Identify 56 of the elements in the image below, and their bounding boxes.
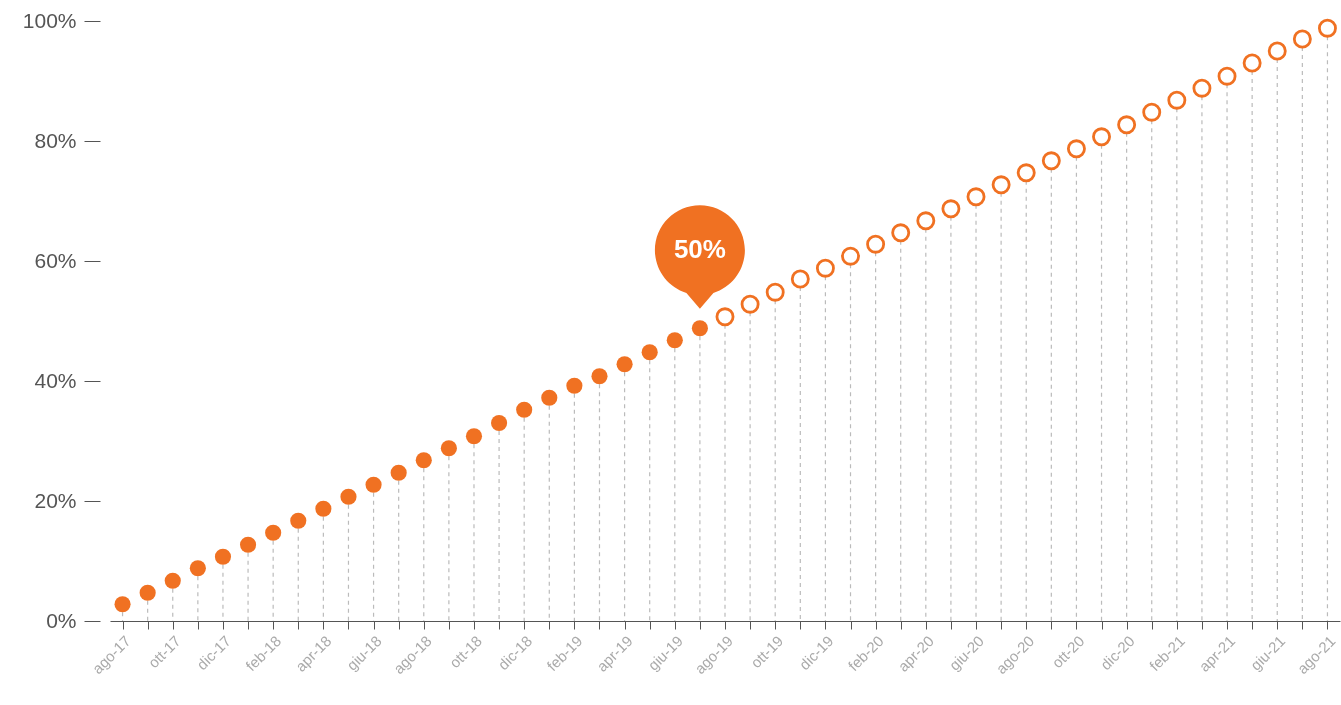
point xyxy=(591,368,608,385)
point xyxy=(390,464,407,481)
point xyxy=(1092,127,1111,147)
point xyxy=(941,199,961,219)
point xyxy=(1016,163,1036,183)
point xyxy=(415,452,432,469)
point xyxy=(1117,115,1137,135)
point xyxy=(1066,139,1086,159)
point xyxy=(566,377,583,394)
point xyxy=(1192,78,1212,98)
point xyxy=(691,320,708,337)
point xyxy=(1167,90,1187,110)
point xyxy=(616,356,633,373)
point xyxy=(340,488,357,505)
point xyxy=(214,548,232,565)
annotation: 50% xyxy=(673,234,726,265)
point xyxy=(991,175,1011,195)
point xyxy=(666,332,683,349)
point xyxy=(765,282,785,302)
point xyxy=(1242,53,1262,73)
point xyxy=(491,414,508,432)
point xyxy=(891,223,911,243)
y-tick-label: 20% xyxy=(34,488,77,512)
point xyxy=(365,476,382,493)
point xyxy=(114,596,131,613)
point xyxy=(641,344,658,361)
point xyxy=(440,440,457,457)
point xyxy=(516,401,533,418)
point xyxy=(1317,18,1337,38)
point xyxy=(1267,41,1287,61)
point xyxy=(740,294,760,314)
point xyxy=(966,187,986,207)
point xyxy=(465,428,483,445)
point xyxy=(1142,102,1162,122)
y-tick-label: 100% xyxy=(22,8,77,32)
y-tick-label: 40% xyxy=(34,368,77,392)
point xyxy=(164,572,181,589)
point xyxy=(841,246,860,266)
point xyxy=(815,258,835,278)
y-tick-label: 80% xyxy=(34,128,77,152)
point xyxy=(315,500,332,517)
point xyxy=(541,389,558,406)
point xyxy=(1217,66,1237,86)
point xyxy=(790,269,810,289)
y-tick-label: 60% xyxy=(34,248,77,272)
point xyxy=(1292,29,1312,49)
point xyxy=(866,234,886,254)
point xyxy=(265,524,282,541)
point xyxy=(290,512,307,529)
point xyxy=(189,560,206,577)
point xyxy=(240,536,257,553)
point xyxy=(916,211,936,231)
y-tick-label: 0% xyxy=(46,608,77,632)
point xyxy=(715,307,735,327)
point xyxy=(1041,151,1061,171)
point xyxy=(139,584,156,601)
